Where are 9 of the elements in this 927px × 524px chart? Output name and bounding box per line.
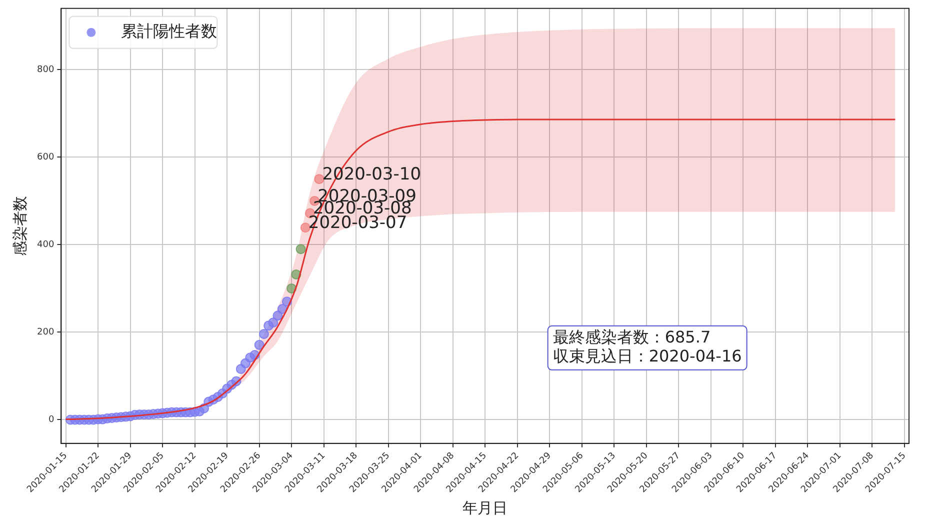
annotation: 最終感染者数：685.7 収束見込日：2020-04-16	[552, 328, 742, 366]
y-tick-label: 200	[36, 328, 54, 338]
y-tick-label: 0	[48, 415, 54, 426]
y-tick-label: 800	[36, 65, 54, 76]
legend-label: 累計陽性者数	[121, 22, 218, 41]
y-tick-label: 600	[36, 152, 54, 163]
y-tick-label: 400	[36, 240, 54, 250]
x-axis-title: 年月日	[462, 498, 508, 517]
y-axis-title: 感染者数	[10, 196, 29, 256]
